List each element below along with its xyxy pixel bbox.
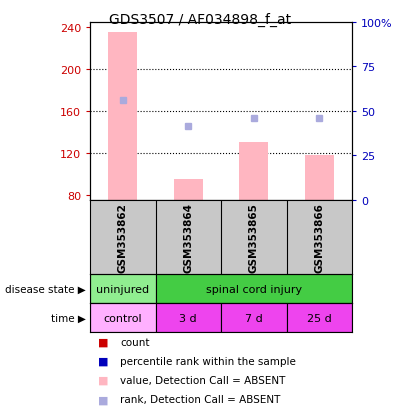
Text: time ▶: time ▶: [51, 313, 86, 323]
Text: ■: ■: [98, 375, 108, 385]
Text: ■: ■: [98, 356, 108, 366]
Bar: [174, 179, 203, 200]
Text: spinal cord injury: spinal cord injury: [206, 284, 302, 294]
Text: ■: ■: [98, 394, 108, 404]
Text: GSM353864: GSM353864: [183, 202, 193, 273]
Text: GSM353862: GSM353862: [118, 203, 128, 272]
Text: count: count: [120, 337, 150, 347]
Bar: [221, 304, 286, 332]
Text: 3 d: 3 d: [180, 313, 197, 323]
Text: uninjured: uninjured: [96, 284, 149, 294]
Bar: [108, 33, 138, 200]
Bar: [156, 275, 352, 304]
Text: GSM353865: GSM353865: [249, 203, 259, 272]
Bar: [286, 304, 352, 332]
Bar: [90, 275, 156, 304]
Text: GSM353866: GSM353866: [314, 203, 324, 272]
Text: disease state ▶: disease state ▶: [5, 284, 86, 294]
Text: value, Detection Call = ABSENT: value, Detection Call = ABSENT: [120, 375, 285, 385]
Text: 25 d: 25 d: [307, 313, 332, 323]
Text: GDS3507 / AF034898_f_at: GDS3507 / AF034898_f_at: [109, 13, 291, 27]
Text: ■: ■: [98, 337, 108, 347]
Text: 7 d: 7 d: [245, 313, 263, 323]
Text: control: control: [104, 313, 142, 323]
Text: rank, Detection Call = ABSENT: rank, Detection Call = ABSENT: [120, 394, 280, 404]
Text: percentile rank within the sample: percentile rank within the sample: [120, 356, 296, 366]
Bar: [239, 143, 268, 200]
Bar: [304, 155, 334, 200]
Bar: [90, 304, 156, 332]
Bar: [156, 304, 221, 332]
